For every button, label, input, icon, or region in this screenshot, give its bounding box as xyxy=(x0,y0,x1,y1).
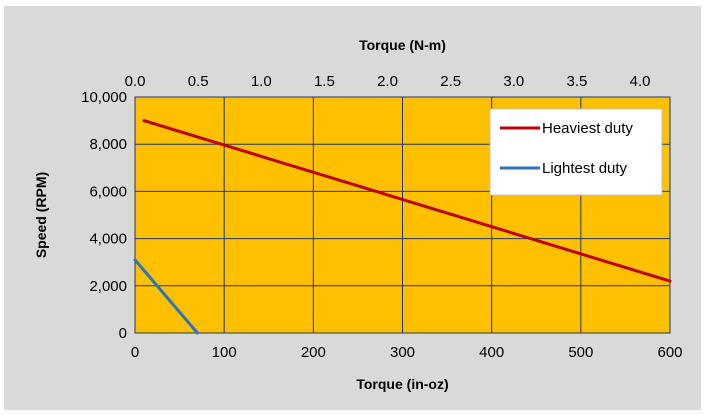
y-tick-label: 0 xyxy=(119,325,127,342)
x2-tick-label: 0.0 xyxy=(125,73,146,90)
x2-tick-label: 3.0 xyxy=(503,73,524,90)
x-tick-label: 600 xyxy=(657,344,682,361)
x-tick-label: 300 xyxy=(390,344,415,361)
y-tick-label: 8,000 xyxy=(89,136,127,153)
y-axis-title: Speed (RPM) xyxy=(33,172,49,258)
x-tick-label: 100 xyxy=(212,344,237,361)
legend-label-1: Lightest duty xyxy=(542,160,628,177)
series-line-1 xyxy=(133,258,199,335)
y-tick-label: 6,000 xyxy=(89,183,127,200)
x2-tick-label: 4.0 xyxy=(630,73,651,90)
plot-border xyxy=(134,96,671,334)
x-axis-title: Torque (in-oz) xyxy=(356,376,448,392)
x-tick-label: 200 xyxy=(301,344,326,361)
chart: 0 100 200 300 400 500 600 0.0 0.5 1.0 1.5 2.0 2.5 3.0… xyxy=(33,37,683,392)
x2-tick-label: 1.5 xyxy=(314,73,335,90)
series-group xyxy=(133,119,672,335)
x2-tick-label: 2.0 xyxy=(377,73,398,90)
y-tick-label: 10,000 xyxy=(81,89,127,106)
legend-box xyxy=(489,108,663,196)
tick-labels: 0 100 200 300 400 500 600 0.0 0.5 1.0 1.5 2.0 2.5 3.0… xyxy=(81,73,682,361)
x2-tick-label: 2.5 xyxy=(440,73,461,90)
y-tick-label: 4,000 xyxy=(89,231,127,248)
x-tick-label: 500 xyxy=(568,344,593,361)
legend: Heaviest duty Lightest duty xyxy=(489,108,663,196)
y-tick-label: 2,000 xyxy=(89,278,127,295)
legend-label-0: Heaviest duty xyxy=(542,120,633,137)
x2-tick-label: 0.5 xyxy=(188,73,209,90)
chart-frame: 0 100 200 300 400 500 600 0.0 0.5 1.0 1.5 2.0 2.5 3.0… xyxy=(4,6,701,410)
series-line-0 xyxy=(142,119,672,283)
x-tick-label: 400 xyxy=(479,344,504,361)
x-tick-label: 0 xyxy=(131,344,139,361)
x2-axis-title: Torque (N-m) xyxy=(359,37,446,53)
x2-tick-label: 1.0 xyxy=(251,73,272,90)
x2-tick-label: 3.5 xyxy=(567,73,588,90)
